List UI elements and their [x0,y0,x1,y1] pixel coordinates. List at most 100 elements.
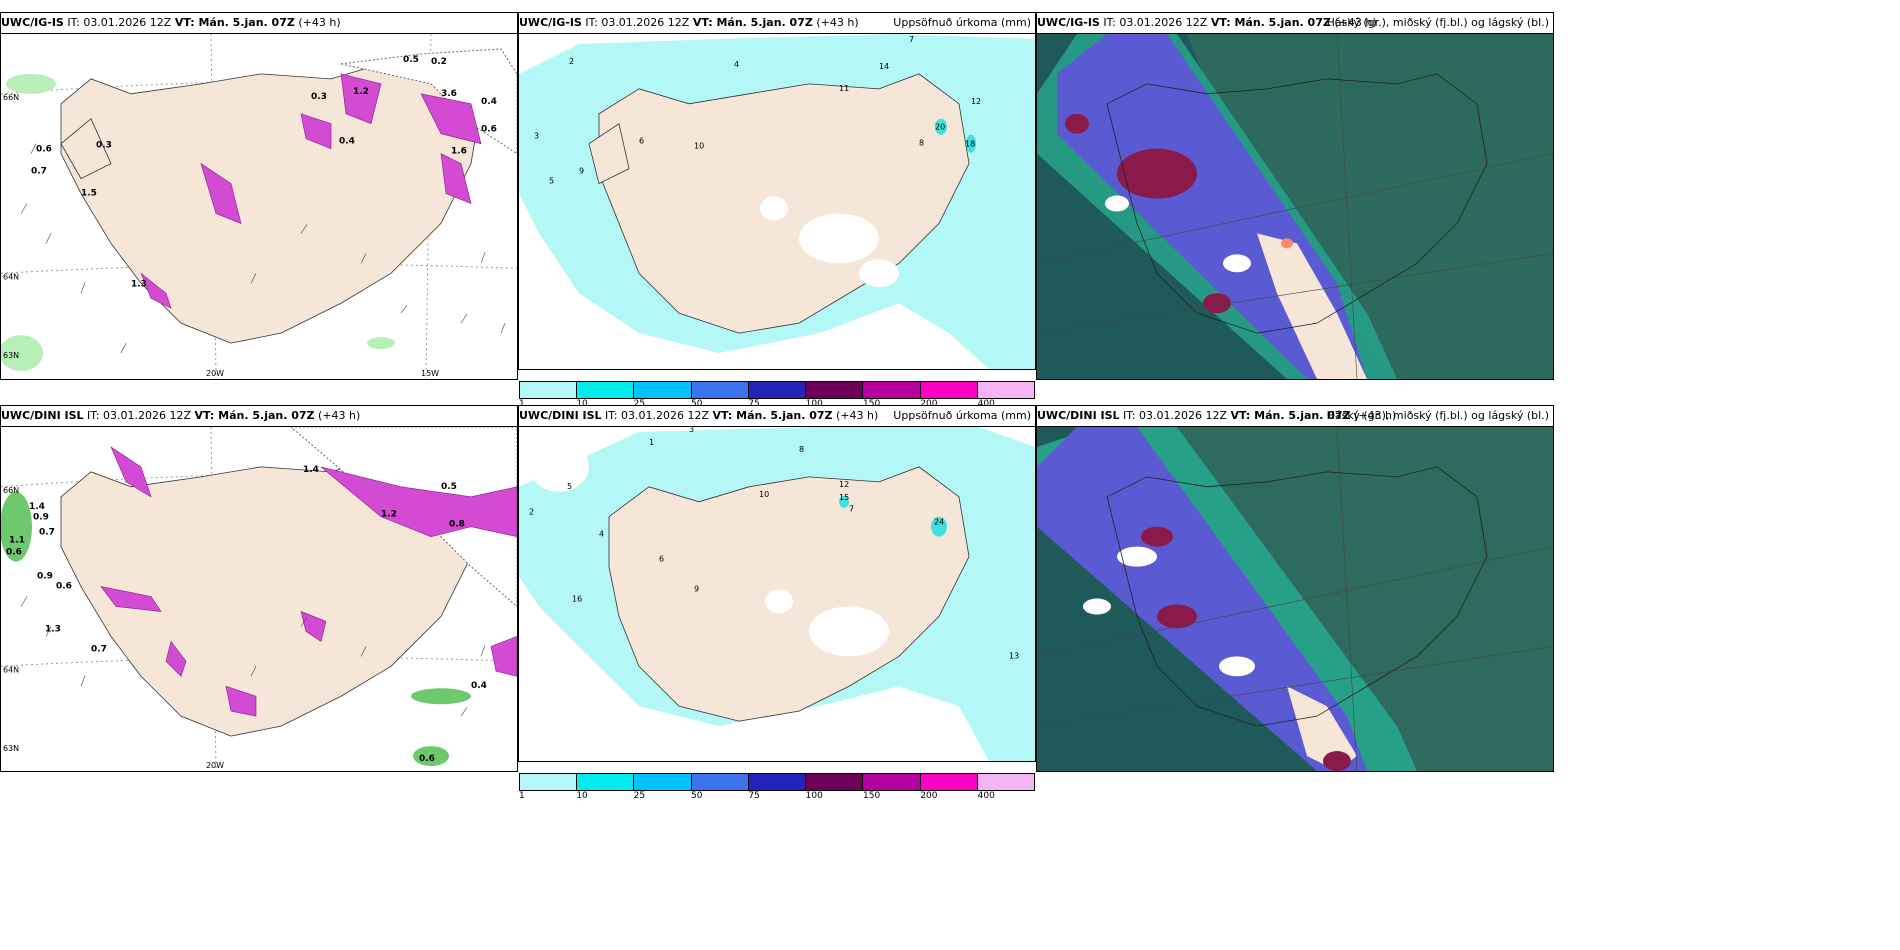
row1-left-value: 1.3 [131,279,147,289]
row1-left-value: 0.3 [96,141,112,151]
row2-middle-value: 2 [529,508,534,517]
row2-left-lat-66: 66N [3,486,19,495]
row1-middle-title: UWC/IG-IS IT: 03.01.2026 12Z VT: Mán. 5.… [519,16,859,29]
row1-left-value: 1.5 [81,189,97,199]
colorbar-swatch [920,382,978,398]
colorbar-swatch [863,774,921,790]
row2-middle-value: 5 [567,482,572,491]
row2-left-value: 0.5 [441,482,457,492]
colorbar-swatch [806,774,864,790]
row1-left-value: 3.6 [441,89,457,99]
row2-left-value: 1.4 [29,502,45,512]
colorbar-tick-label: 10 [576,399,588,409]
row1-middle-value: 8 [919,139,924,148]
row1-left-value: 0.4 [481,97,497,107]
colorbar-tick-label: 100 [805,399,823,409]
row2-right-map [1037,426,1553,771]
row2-middle-value: 8 [799,445,804,454]
row2-middle-value: 7 [849,505,854,514]
colorbar-tick-label: 50 [691,399,703,409]
row2-right-panel: UWC/DINI ISL IT: 03.01.2026 12Z VT: Mán.… [1036,405,1554,772]
colorbar-swatch [806,382,864,398]
row2-left-map: 66N 64N 63N 20W 1.4 0.9 0.7 1.1 0.6 0.9 … [1,426,517,771]
row2-left-value: 0.6 [6,548,22,558]
row1-middle-value: 2 [569,57,574,66]
row2-middle-title-right: Uppsöfnuð úrkoma (mm) [893,409,1031,422]
row2-left-value: 0.8 [449,520,465,530]
row1-middle-value: 14 [879,62,889,71]
colorbar-swatch [691,382,749,398]
colorbar-swatch [748,382,807,398]
row1-right-map [1037,33,1553,379]
row2-left-value: 0.7 [39,528,55,538]
colorbar-tick-label: 25 [633,791,646,801]
row2-middle-map: 1 2 3 4 5 6 7 8 9 10 12 13 15 16 24 [519,426,1035,761]
row2-colorbar-ticks: 1 10 25 50 75 100 150 200 400 [519,791,1035,803]
row2-left-value: 0.6 [419,754,435,764]
colorbar-tick-label: 1 [519,791,525,801]
row1-left-value: 0.5 [403,55,419,65]
row2-left-value: 1.1 [9,536,25,546]
row2-middle-value: 3 [689,427,694,434]
row2-left-lat-63: 63N [3,744,19,753]
row2-left-lat-64: 64N [3,665,19,674]
row1-left-value: 1.6 [451,147,467,157]
row2-middle-value: 24 [934,518,944,527]
row1-middle-value: 3 [534,132,539,141]
row1-middle-value: 18 [965,140,975,149]
row1-left-lat-63: 63N [3,351,19,360]
row2-middle-value: 1 [649,438,654,447]
row2-middle-value: 15 [839,493,849,502]
row1-left-lon-15w: 15W [421,369,439,378]
row2-colorbar [519,773,1035,791]
row2-left-lon-20w: 20W [206,761,224,770]
row2-middle-value: 16 [572,594,582,603]
row2-left-value: 1.4 [303,465,319,475]
row1-middle-value: 7 [909,35,914,44]
colorbar-swatch [977,382,1034,398]
colorbar-tick-label: 150 [863,399,881,409]
row1-middle-title-right: Uppsöfnuð úrkoma (mm) [893,16,1031,29]
colorbar-tick-label: 75 [748,399,760,409]
row1-colorbar-ticks: 1 10 25 50 75 100 150 200 400 [519,399,1035,411]
row2-left-value: 0.9 [37,572,53,582]
row2-right-title-right: Háský (gr.), miðský (fj.bl.) og lágský (… [1326,409,1549,422]
row1-left-lon-20w: 20W [206,369,224,378]
colorbar-swatch [520,774,578,790]
colorbar-swatch [691,774,749,790]
row2-middle-value: 10 [759,490,769,499]
row1-middle-map: 2 3 4 5 6 7 8 9 10 11 12 14 18 20 [519,33,1035,369]
row2-middle-value: 13 [1009,651,1019,660]
row1-colorbar [519,381,1035,399]
colorbar-tick-label: 100 [805,791,823,801]
row2-left-panel: UWC/DINI ISL IT: 03.01.2026 12Z VT: Mán.… [0,405,518,772]
row1-left-lat-64: 64N [3,272,19,281]
row1-left-value: 0.7 [31,167,47,177]
row2-middle-panel: UWC/DINI ISL IT: 03.01.2026 12Z VT: Mán.… [518,405,1036,801]
row1-left-value: 0.2 [431,57,447,67]
row1-left-map: 66N 64N 63N 20W 15W 0.5 0.2 0.3 3.6 0.4 … [1,33,517,379]
row2-middle-value: 12 [839,480,849,489]
row1-middle-value: 11 [839,84,849,93]
row1-middle-panel: UWC/IG-IS IT: 03.01.2026 12Z VT: Mán. 5.… [518,12,1036,409]
colorbar-swatch [920,774,978,790]
row1-middle-value: 9 [579,167,584,176]
row2-middle-value: 9 [694,585,699,594]
row1-left-value: 0.6 [481,125,497,135]
row2-right-title: UWC/DINI ISL IT: 03.01.2026 12Z VT: Mán.… [1037,409,1397,422]
colorbar-tick-label: 150 [863,791,881,801]
row1-middle-value: 4 [734,60,739,69]
colorbar-tick-label: 400 [977,791,995,801]
colorbar-tick-label: 400 [977,399,995,409]
row2-left-value: 0.4 [471,681,487,691]
colorbar-swatch [977,774,1034,790]
row1-left-value: 0.6 [36,145,52,155]
colorbar-swatch [577,382,635,398]
row2-left-value: 1.3 [45,624,61,634]
colorbar-swatch [520,382,578,398]
row2-left-value: 0.6 [56,582,72,592]
row1-middle-value: 20 [935,123,945,132]
row2-left-value: 0.9 [33,513,49,523]
colorbar-swatch [634,382,692,398]
colorbar-swatch [748,774,807,790]
